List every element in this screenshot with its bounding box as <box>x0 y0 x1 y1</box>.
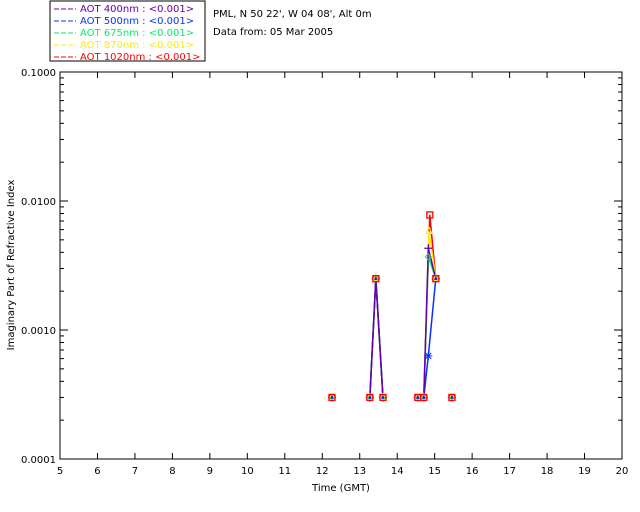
data-point <box>448 393 456 402</box>
y-tick-label: 0.0100 <box>21 197 56 208</box>
legend-entry: AOT 1020nm : <0.001> <box>80 52 200 63</box>
data-point <box>413 392 422 400</box>
x-tick-label: 16 <box>466 466 479 477</box>
data-point <box>365 393 374 402</box>
x-tick-label: 8 <box>169 466 175 477</box>
y-tick-label: 0.0010 <box>21 326 56 337</box>
data-point <box>420 393 428 402</box>
data-point <box>419 392 428 400</box>
data-point <box>379 392 387 400</box>
series-line <box>369 278 384 398</box>
data-point <box>366 392 374 400</box>
data-point <box>419 393 428 402</box>
y-tick-label: 0.0001 <box>21 455 56 466</box>
x-tick-label: 17 <box>503 466 516 477</box>
data-point <box>424 351 433 360</box>
data-point <box>372 275 380 283</box>
data-point <box>432 275 440 283</box>
legend-box <box>49 0 206 62</box>
x-tick-label: 12 <box>316 466 329 477</box>
x-tick-label: 10 <box>241 466 254 477</box>
data-point <box>424 252 433 261</box>
data-point <box>425 226 433 235</box>
x-tick-label: 14 <box>391 466 404 477</box>
x-tick-label: 9 <box>207 466 213 477</box>
data-point <box>328 392 336 400</box>
x-tick-label: 20 <box>616 466 629 477</box>
x-tick-label: 7 <box>132 466 138 477</box>
legend-entry: AOT 870nm : <0.001> <box>80 40 194 51</box>
data-point <box>372 273 380 282</box>
data-point <box>448 392 456 400</box>
x-tick-label: 5 <box>57 466 63 477</box>
data-point <box>379 393 387 402</box>
legend-entry: AOT 400nm : <0.001> <box>80 4 194 15</box>
x-tick-label: 15 <box>428 466 441 477</box>
data-point <box>328 393 336 402</box>
data-point <box>447 393 456 402</box>
data-point <box>378 393 387 402</box>
legend-entry: AOT 500nm : <0.001> <box>80 16 194 27</box>
data-point <box>371 274 380 283</box>
chart-title-line1: PML, N 50 22', W 04 08', Alt 0m <box>213 9 372 20</box>
plot-area <box>59 71 623 460</box>
x-tick-label: 18 <box>541 466 554 477</box>
y-axis-label: Imaginary Part of Refractive Index <box>6 180 17 351</box>
x-tick-label: 13 <box>353 466 366 477</box>
x-tick-label: 11 <box>278 466 291 477</box>
data-point <box>424 244 433 253</box>
legend-entry: AOT 675nm : <0.001> <box>80 28 194 39</box>
x-axis-label: Time (GMT) <box>311 483 370 494</box>
x-tick-label: 19 <box>578 466 591 477</box>
data-point <box>366 393 374 402</box>
x-tick-label: 6 <box>94 466 100 477</box>
data-point <box>431 273 440 282</box>
data-point <box>431 274 440 283</box>
data-point <box>328 393 337 402</box>
data-point <box>413 393 422 402</box>
chart-title-line2: Data from: 05 Mar 2005 <box>213 27 333 38</box>
y-tick-label: 0.1000 <box>21 68 56 79</box>
data-point <box>426 211 434 219</box>
